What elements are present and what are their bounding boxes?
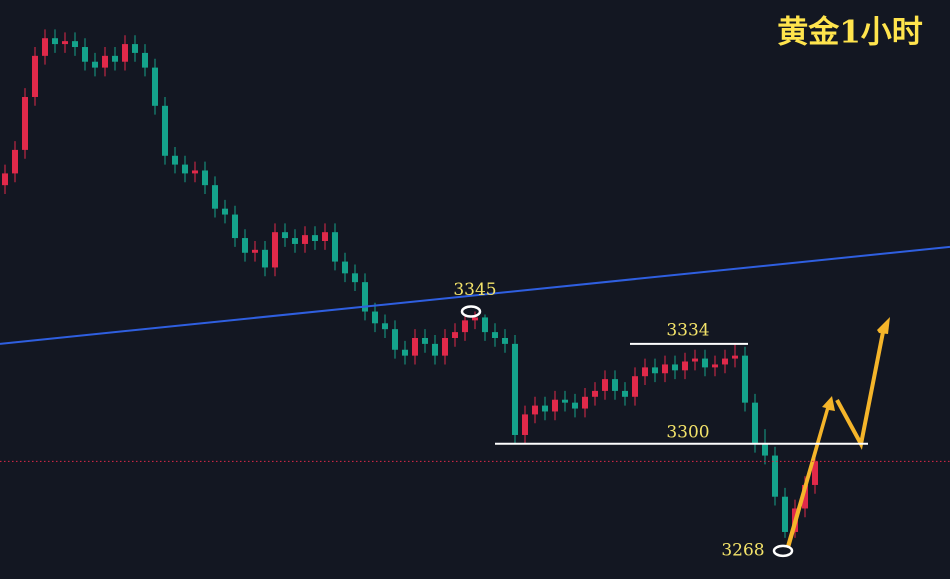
candle-body bbox=[322, 232, 328, 242]
candle-body bbox=[352, 273, 358, 283]
candle-body bbox=[772, 455, 778, 497]
candle-body bbox=[692, 358, 698, 362]
candle-body bbox=[62, 41, 68, 45]
candle-body bbox=[802, 484, 808, 509]
candle-body bbox=[152, 67, 158, 106]
candle-body bbox=[522, 414, 528, 435]
candle-body bbox=[782, 496, 788, 532]
candle-body bbox=[22, 96, 28, 150]
candle-body bbox=[362, 282, 368, 312]
candle-body bbox=[622, 390, 628, 397]
candle-body bbox=[282, 232, 288, 239]
candle-body bbox=[212, 185, 218, 209]
candle-body bbox=[82, 47, 88, 62]
candle-body bbox=[242, 238, 248, 253]
level-label: 3345 bbox=[453, 280, 496, 300]
candle-body bbox=[112, 55, 118, 62]
candle-body bbox=[262, 249, 268, 268]
candle-body bbox=[762, 443, 768, 456]
candle-body bbox=[742, 355, 748, 403]
candle-body bbox=[652, 367, 658, 374]
level-label: 3334 bbox=[666, 320, 709, 340]
candle-body bbox=[502, 337, 508, 344]
candle-body bbox=[32, 55, 38, 97]
candle-body bbox=[642, 367, 648, 377]
candle-body bbox=[542, 405, 548, 412]
candle-body bbox=[2, 173, 8, 186]
candle-body bbox=[602, 379, 608, 391]
candle-body bbox=[532, 405, 538, 415]
candle-body bbox=[442, 337, 448, 356]
candle-body bbox=[312, 235, 318, 242]
candle-body bbox=[302, 235, 308, 244]
candle-body bbox=[462, 320, 468, 333]
candle-body bbox=[292, 238, 298, 244]
candle-body bbox=[342, 261, 348, 274]
candle-body bbox=[612, 379, 618, 391]
candle-body bbox=[52, 38, 58, 45]
candle-body bbox=[412, 337, 418, 356]
candle-body bbox=[252, 249, 258, 253]
candle-body bbox=[372, 311, 378, 324]
candle-body bbox=[102, 55, 108, 68]
level-marker bbox=[460, 305, 482, 318]
candle-body bbox=[92, 61, 98, 68]
candle-body bbox=[482, 317, 488, 333]
candle-body bbox=[392, 329, 398, 350]
level-label: 3268 bbox=[721, 540, 764, 560]
candle-body bbox=[752, 402, 758, 444]
candle-body bbox=[702, 358, 708, 368]
candle-body bbox=[472, 317, 478, 321]
candle-body bbox=[422, 337, 428, 344]
candle-body bbox=[582, 396, 588, 409]
candle-body bbox=[202, 170, 208, 186]
candle-body bbox=[592, 390, 598, 397]
level-label: 3300 bbox=[666, 422, 709, 442]
candle-body bbox=[712, 364, 718, 368]
candle-body bbox=[662, 364, 668, 374]
candle-body bbox=[272, 232, 278, 268]
trendline bbox=[0, 245, 950, 345]
candle-body bbox=[12, 149, 18, 174]
candle-body bbox=[632, 376, 638, 397]
projection-arrowhead bbox=[877, 317, 890, 334]
candle-body bbox=[222, 208, 228, 215]
candle-body bbox=[122, 44, 128, 62]
candle-body bbox=[172, 155, 178, 165]
candle-body bbox=[162, 105, 168, 156]
candle-body bbox=[402, 349, 408, 356]
candle-body bbox=[232, 214, 238, 239]
candle-body bbox=[562, 399, 568, 403]
candle-body bbox=[552, 399, 558, 412]
candle-body bbox=[452, 332, 458, 338]
candle-body bbox=[332, 232, 338, 262]
candle-body bbox=[672, 364, 678, 371]
candle-body bbox=[382, 323, 388, 330]
candle-body bbox=[682, 361, 688, 371]
candle-body bbox=[572, 402, 578, 409]
candle-body bbox=[432, 343, 438, 356]
candle-body bbox=[182, 164, 188, 174]
candle-body bbox=[192, 170, 198, 174]
candle-body bbox=[722, 358, 728, 365]
chart-title: 黄金1小时 bbox=[777, 15, 923, 51]
candle-body bbox=[72, 41, 78, 48]
candle-body bbox=[512, 343, 518, 435]
candle-body bbox=[132, 44, 138, 53]
candle-body bbox=[42, 38, 48, 56]
projection-arrow bbox=[786, 396, 835, 548]
candle-body bbox=[732, 355, 738, 359]
candle-body bbox=[142, 52, 148, 68]
candle-body bbox=[492, 332, 498, 338]
candle-body bbox=[812, 461, 818, 485]
level-marker bbox=[772, 544, 794, 558]
